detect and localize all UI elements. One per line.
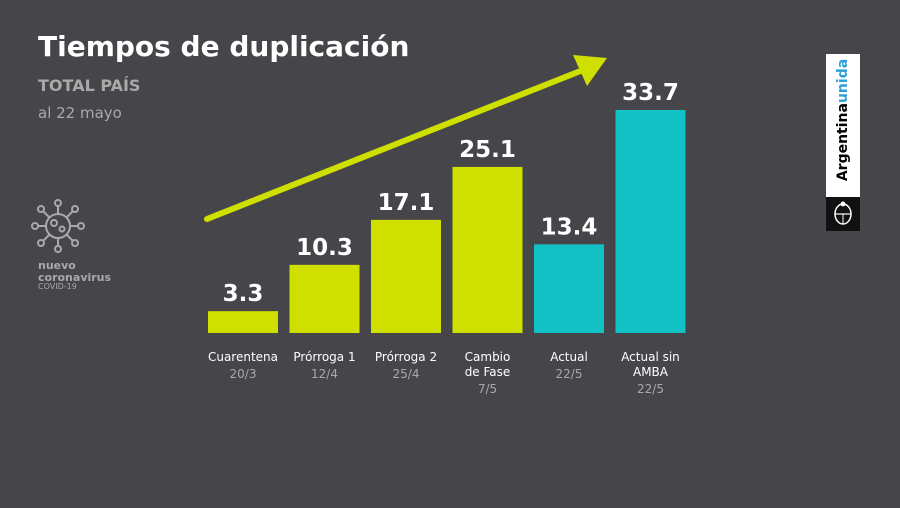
- bar-value-label: 10.3: [296, 235, 353, 261]
- trend-arrow-head: [573, 55, 607, 86]
- bar: [208, 311, 278, 333]
- category-date-label: 7/5: [478, 382, 497, 396]
- category-label: Cambio: [465, 350, 511, 364]
- category-label: Actual: [550, 350, 588, 364]
- category-date-label: 22/5: [637, 382, 664, 396]
- virus-icon: [31, 199, 85, 253]
- category-date-label: 20/3: [230, 367, 257, 381]
- category-label: Actual sin: [621, 350, 680, 364]
- category-label: AMBA: [633, 365, 669, 379]
- category-date-label: 22/5: [556, 367, 583, 381]
- page-title: Tiempos de duplicación: [38, 30, 410, 63]
- category-label: Cuarentena: [208, 350, 278, 364]
- report-date: al 22 mayo: [38, 104, 122, 122]
- bar-value-label: 33.7: [622, 80, 679, 106]
- bar-value-label: 3.3: [223, 281, 264, 307]
- page-subtitle: TOTAL PAÍS: [38, 76, 141, 95]
- national-emblem-icon: [826, 197, 860, 231]
- argentina-unida-logo: Argentinaunida: [826, 54, 860, 231]
- bar: [534, 244, 604, 333]
- category-date-label: 25/4: [393, 367, 420, 381]
- bar: [452, 166, 523, 333]
- badge-line-1: nuevo: [38, 259, 76, 272]
- bar: [615, 110, 686, 333]
- badge-line-3: COVID-19: [38, 282, 77, 292]
- bar: [371, 219, 441, 333]
- trend-arrow: [204, 55, 607, 222]
- category-label: Prórroga 1: [293, 350, 355, 364]
- category-label: Prórroga 2: [375, 350, 437, 364]
- badge-line-2: coronavirus: [38, 270, 112, 284]
- coronavirus-badge: nuevo coronavirus COVID-19: [38, 260, 111, 291]
- trend-arrow-shaft: [204, 67, 586, 222]
- bar-value-label: 17.1: [378, 190, 435, 216]
- bar-value-label: 25.1: [459, 137, 516, 163]
- bar: [289, 264, 360, 333]
- bar-value-label: 13.4: [541, 214, 598, 240]
- category-label: de Fase: [465, 365, 511, 379]
- category-date-label: 12/4: [311, 367, 338, 381]
